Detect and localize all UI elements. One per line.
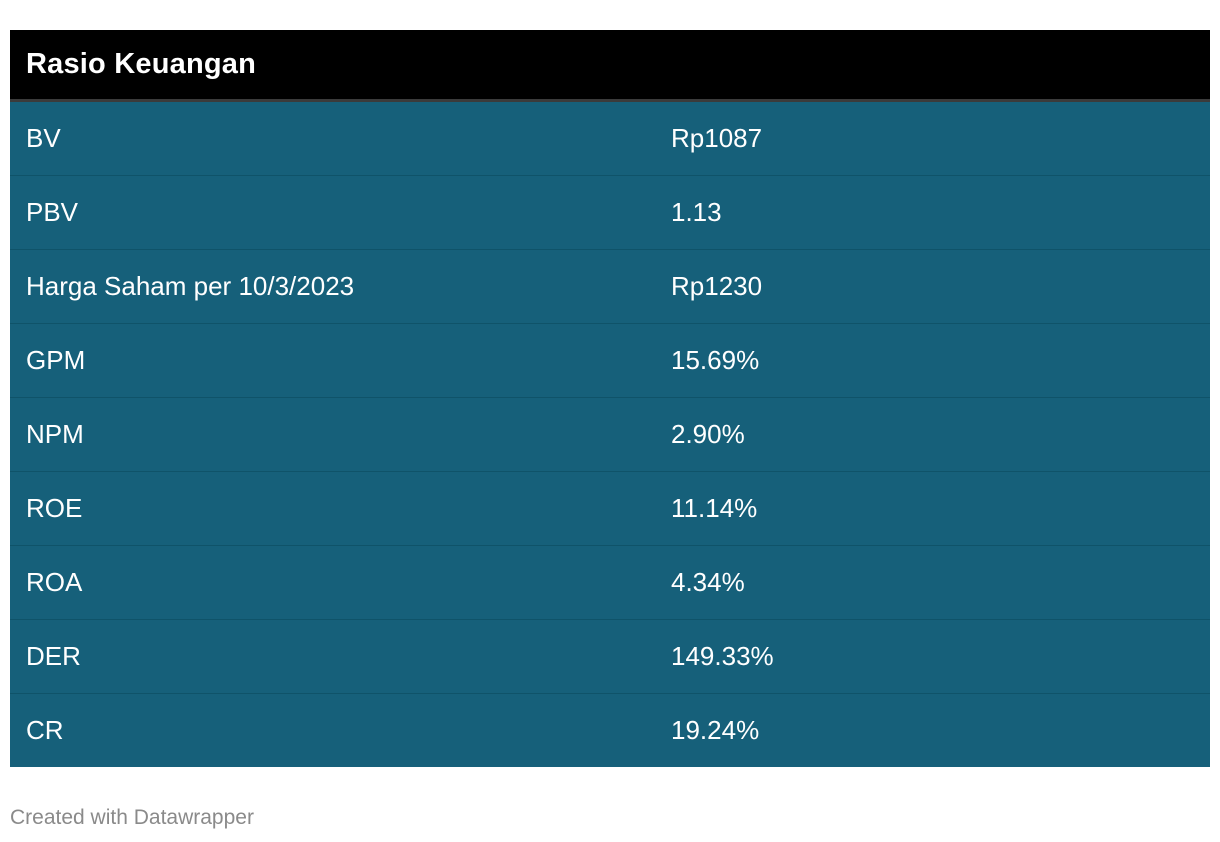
table-header: Rasio Keuangan (10, 30, 1210, 102)
row-value: 4.34% (671, 567, 745, 597)
row-value: 2.90% (671, 419, 745, 449)
row-label: Harga Saham per 10/3/2023 (26, 271, 355, 301)
table-body: BV Rp1087 PBV 1.13 Harga Saham per 10/3/… (10, 102, 1210, 767)
table-row: ROE 11.14% (10, 471, 1210, 545)
table-row: DER 149.33% (10, 619, 1210, 693)
table-row: CR 19.24% (10, 693, 1210, 767)
row-value: Rp1230 (671, 271, 763, 301)
table-row: Harga Saham per 10/3/2023 Rp1230 (10, 249, 1210, 323)
table-row: ROA 4.34% (10, 545, 1210, 619)
row-value: Rp1087 (671, 123, 763, 153)
table-row: BV Rp1087 (10, 102, 1210, 175)
table-row: NPM 2.90% (10, 397, 1210, 471)
row-label: NPM (26, 419, 84, 449)
row-value: 149.33% (671, 641, 774, 671)
row-value: 15.69% (671, 345, 760, 375)
row-value: 1.13 (671, 197, 722, 227)
row-label: GPM (26, 345, 86, 375)
row-label: BV (26, 123, 61, 153)
row-label: ROE (26, 493, 83, 523)
table-title: Rasio Keuangan (26, 48, 257, 80)
row-value: 19.24% (671, 715, 760, 745)
row-label: ROA (26, 567, 83, 597)
row-label: PBV (26, 197, 79, 227)
row-label: DER (26, 641, 81, 671)
row-label: CR (26, 715, 64, 745)
table-row: GPM 15.69% (10, 323, 1210, 397)
table-row: PBV 1.13 (10, 175, 1210, 249)
data-table: Rasio Keuangan BV Rp1087 PBV 1.13 Harga … (10, 30, 1210, 767)
footer-credit: Created with Datawrapper (10, 806, 254, 829)
row-value: 11.14% (671, 493, 758, 523)
